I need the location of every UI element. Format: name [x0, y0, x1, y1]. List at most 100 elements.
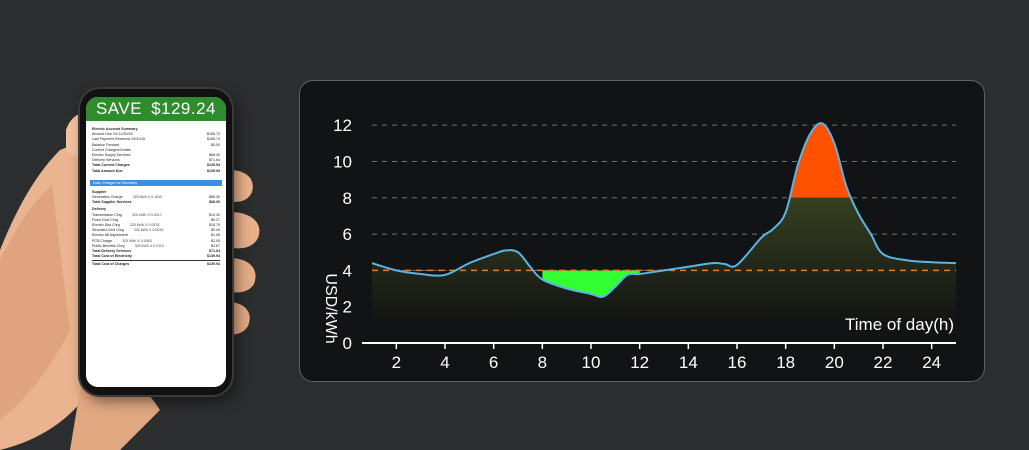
bill-row: Total Supplier Services $68.30 [92, 200, 220, 205]
x-tick-label: 6 [489, 353, 498, 372]
bill-row: PCB Charge 325 kWh X 0.0063 $2.05 [92, 239, 220, 244]
bill-row-value: $139.94 [207, 168, 220, 173]
bill-section-title: Supplier [92, 189, 107, 194]
bill-row-label: Total Amount Due [92, 168, 123, 173]
bill-total-row: Total Cost of Charges $139.94 [92, 262, 220, 267]
x-tick-label: 22 [874, 353, 893, 372]
bill-row: Transmission Chrg 325 kWh X 0.0317 $10.30 [92, 213, 220, 218]
bill-row: Last Payment Received 10/31/16 $185.73 [92, 137, 220, 142]
bill-row-label: Total Cost of Electricity [92, 254, 132, 259]
bill-row-label: Stranded Cost Chrg [92, 228, 124, 233]
price-line [371, 122, 957, 298]
bill-row-mid [132, 254, 207, 259]
bill-row: Public Benefits Chrg 325 kWh X 0.0113 $3.6… [92, 244, 220, 249]
bill-row-label: Total Supplier Services [92, 200, 132, 205]
x-axis-label: Time of day(h) [845, 315, 954, 334]
bill-row-value: $185.73 [207, 137, 220, 142]
bill-row-mid: 325 kWh X 0.0015 [133, 228, 164, 233]
bill-section-title: Delivery [92, 207, 106, 212]
bill-total-value: $139.94 [207, 262, 220, 267]
bill-row-value: $68.30 [209, 200, 220, 205]
bill-row: Amount Due On 11/20/16 $185.73 [92, 132, 220, 137]
y-tick-label: 4 [343, 261, 352, 280]
bill-row-value: $18.79 [209, 223, 220, 228]
x-tick-label: 8 [538, 353, 547, 372]
bill-row: Total Current Charges $139.94 [92, 163, 220, 168]
y-tick-label: 10 [333, 152, 352, 171]
bill-row: Total Cost of Electricity $139.94 [92, 254, 220, 259]
x-tick-label: 20 [825, 353, 844, 372]
area-fill [372, 123, 956, 322]
bill-row-value: $71.64 [209, 158, 220, 163]
bill-row-label: Delivery Services [92, 158, 120, 163]
bill-row-value: $0.49 [211, 228, 220, 233]
bill-row-value: $2.05 [211, 238, 220, 243]
smartphone: SAVE $129.24 Electric Account Summary Amo… [80, 89, 232, 395]
bill-divider [92, 260, 220, 262]
bill-row-value: $71.64 [209, 249, 220, 254]
bill-row-value: $3.67 [211, 243, 220, 248]
bill-row-mid [131, 200, 209, 205]
bill-row-value: $10.30 [209, 212, 220, 217]
bill-row: Fixed Cost Chrg $9.27 [92, 218, 220, 223]
bill-row-label: Fixed Cost Chrg [92, 217, 118, 222]
bill-row: Stranded Cost Chrg 325 kWh X 0.0015 $0.49 [92, 228, 220, 233]
bill-row-mid: 325 kWh X 0.0317 [132, 212, 162, 217]
y-tick-label: 2 [343, 298, 352, 317]
x-tick-label: 14 [679, 353, 698, 372]
bill-row: Electric Dist Chrg 325 kWh X 0.0578 $18.79 [92, 223, 220, 228]
bill-row-mid: 325 kWh X 0.1610 [132, 195, 163, 200]
bill-row-value: $68.30 [209, 195, 220, 200]
bill-row-value: $1.06 [211, 233, 220, 238]
bill-row-value: $185.73 [207, 132, 220, 137]
phone-screen: SAVE $129.24 Electric Account Summary Amo… [86, 97, 226, 387]
bill-row: Electric Aff Adjustment $1.06 [92, 233, 220, 238]
savings-label: SAVE [95, 99, 143, 118]
utility-bill: Electric Account Summary Amount Due On 11… [86, 121, 226, 268]
bill-row-value: $0.00 [211, 142, 220, 147]
bill-row: Electric Supply Services $68.30 [92, 153, 220, 158]
chart-panel: 2 4 6 8 10 12 14 16 18 20 22 24 0 2 4 6 8 10 12 Time of da… [299, 80, 985, 382]
bill-row: Current Charges/Credits [92, 148, 220, 153]
y-axis-label: USD/kWh [322, 273, 339, 343]
bill-row-label: Amount Due On 11/20/16 [92, 132, 133, 137]
bill-row-label: Last Payment Received 10/31/16 [92, 137, 145, 142]
bill-row: Balance Forward $0.00 [92, 143, 220, 148]
bill-row-label: Electric Aff Adjustment [92, 233, 128, 238]
bill-row: Total Delivery Services $71.64 [92, 249, 220, 254]
bill-section-title: Electric Account Summary [92, 127, 138, 131]
y-tick-label: 8 [343, 189, 352, 208]
x-tick-label: 2 [392, 353, 401, 372]
bill-row-label: Current Charges/Credits [92, 147, 131, 152]
x-tick-label: 24 [922, 353, 941, 372]
bill-row-label: Generation Charge [92, 195, 123, 200]
y-tick-label: 12 [333, 116, 352, 135]
x-tick-label: 10 [582, 353, 601, 372]
bill-row-mid [123, 169, 207, 174]
bill-row-value: $139.94 [207, 254, 220, 259]
bill-row: Generation Charge 325 kWh X 0.1610 $68.30 [92, 195, 220, 200]
y-tick-label: 0 [343, 334, 352, 353]
bill-row-label: Electric Supply Services [92, 153, 131, 158]
bill-row-label: PCB Charge [92, 238, 113, 243]
savings-amount: $129.24 [151, 99, 217, 118]
bill-row-label: Electric Dist Chrg [92, 223, 120, 228]
bill-row: Delivery Services $71.64 [92, 158, 220, 163]
bill-row-mid: 325 kWh X 0.0578 [129, 223, 160, 228]
bill-row-label: Public Benefits Chrg [92, 243, 125, 248]
bill-row-label: Total Current Charges [92, 163, 130, 168]
bill-row-label: Transmission Chrg [92, 212, 123, 217]
bill-row-mid: 325 kWh X 0.0063 [122, 238, 152, 243]
bill-row-label: Balance Forward [92, 142, 120, 147]
bill-section-bar: Daily Charges for Electricity [90, 179, 222, 186]
savings-banner: SAVE $129.24 [86, 97, 226, 121]
bill-row-value: $139.94 [207, 163, 220, 168]
bill-row-mid: 325 kWh X 0.0113 [134, 243, 164, 248]
bill-row-value: $9.27 [211, 217, 220, 222]
x-tick-label: 4 [440, 353, 449, 372]
low-price-highlight [542, 270, 640, 297]
y-tick-label: 6 [343, 225, 352, 244]
x-tick-label: 16 [728, 353, 747, 372]
